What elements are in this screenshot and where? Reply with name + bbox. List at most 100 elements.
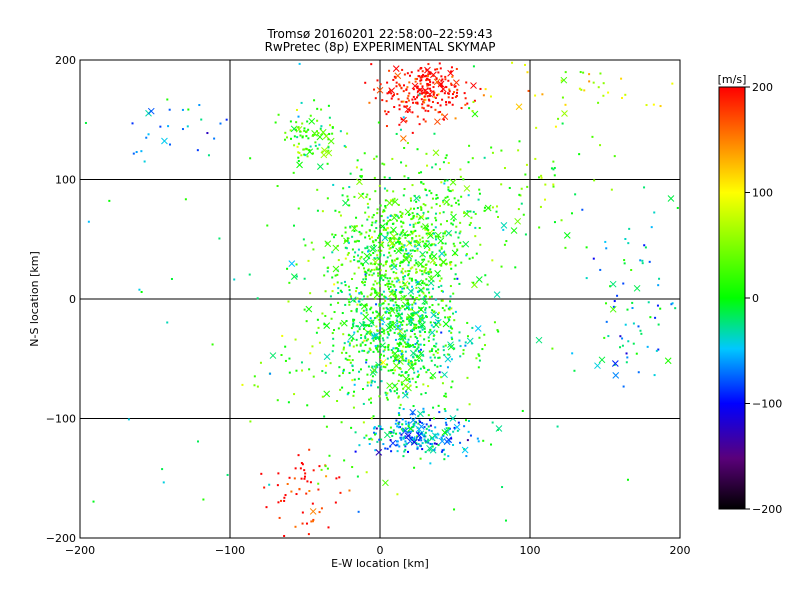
data-point-1586: [323, 353, 331, 361]
data-point-1265: [420, 326, 423, 329]
data-point-253: [422, 107, 425, 110]
data-point-977: [347, 241, 350, 244]
data-point-1689: [384, 447, 387, 450]
data-point-915: [415, 262, 418, 265]
data-point-659: [458, 282, 461, 285]
data-point-2313: [378, 338, 381, 341]
data-point-2226: [403, 146, 406, 149]
data-point-1684: [427, 441, 430, 444]
data-point-360: [340, 282, 343, 285]
data-point-1446: [394, 359, 397, 362]
data-point-204: [447, 96, 450, 99]
data-point-2343: [394, 369, 397, 372]
data-point-359: [386, 282, 389, 285]
data-point-975: [451, 338, 454, 341]
data-point-720: [405, 249, 408, 252]
data-point-1584: [374, 336, 377, 339]
data-point-645: [372, 213, 375, 216]
data-point-2045: [658, 277, 661, 280]
data-point-2191: [503, 243, 506, 246]
data-point-1960: [297, 151, 300, 154]
data-point-1531: [423, 338, 426, 341]
data-point-1130: [339, 322, 342, 325]
data-point-1771: [476, 437, 479, 440]
data-point-760: [400, 231, 403, 234]
plot-border: [79, 59, 681, 539]
data-point-2431: [197, 440, 200, 443]
data-point-2035: [646, 345, 649, 348]
data-point-2495: [383, 163, 386, 166]
data-point-405: [415, 268, 418, 271]
data-point-726: [377, 272, 380, 275]
data-point-937: [398, 281, 401, 284]
data-point-1382: [464, 344, 467, 347]
data-point-768: [471, 256, 474, 259]
data-point-16: [398, 108, 401, 111]
data-point-1418: [355, 310, 358, 313]
data-point-1027: [381, 337, 384, 340]
data-point-1572: [411, 355, 414, 358]
data-point-319: [405, 164, 408, 167]
data-point-39: [423, 98, 426, 101]
data-point-1385: [396, 322, 399, 325]
data-point-59: [373, 88, 376, 91]
data-point-1361: [400, 294, 408, 302]
data-point-572: [374, 190, 377, 193]
data-point-1993: [339, 491, 342, 494]
y-tick-label-0: −200: [46, 532, 76, 545]
data-point-2368: [374, 433, 377, 436]
data-point-29: [401, 68, 404, 71]
data-point-630: [411, 212, 414, 215]
data-point-2273: [447, 188, 450, 191]
data-point-2425: [162, 481, 165, 484]
data-point-2006: [308, 489, 311, 492]
data-point-2071: [627, 242, 630, 245]
data-point-2028: [294, 467, 297, 470]
data-point-276: [334, 274, 337, 277]
data-point-1368: [440, 284, 443, 287]
data-point-1604: [403, 330, 406, 333]
data-point-704: [391, 261, 394, 264]
data-point-1435: [352, 394, 355, 397]
data-point-1428: [337, 287, 340, 290]
data-point-551: [388, 247, 391, 250]
data-point-2102: [186, 125, 189, 128]
data-point-587: [453, 319, 456, 322]
data-point-36: [443, 92, 446, 95]
data-point-1448: [398, 309, 401, 312]
data-point-72: [440, 75, 443, 78]
data-point-2070: [623, 259, 626, 262]
data-point-1367: [366, 384, 369, 387]
data-point-1235: [398, 291, 401, 294]
data-point-807: [386, 189, 389, 192]
data-point-2152: [578, 87, 581, 90]
data-point-1414: [355, 338, 358, 341]
data-point-1731: [375, 427, 378, 430]
data-point-1183: [403, 308, 406, 311]
data-point-223: [412, 88, 415, 91]
data-point-2192: [418, 93, 421, 96]
data-point-1922: [307, 128, 310, 131]
data-point-1874: [465, 455, 468, 458]
data-point-1020: [389, 299, 392, 302]
data-point-1306: [411, 306, 414, 309]
data-point-1533: [359, 343, 362, 346]
data-point-1904: [317, 132, 320, 135]
data-point-374: [302, 238, 305, 241]
data-point-2220: [471, 110, 474, 113]
data-point-1576: [448, 306, 451, 309]
data-point-1639: [361, 349, 364, 352]
data-point-611: [374, 221, 377, 224]
data-point-2189: [538, 176, 541, 179]
data-point-1918: [308, 117, 316, 125]
data-point-2258: [539, 205, 542, 208]
data-point-590: [390, 226, 397, 234]
data-point-2500: [280, 354, 283, 357]
data-point-1420: [385, 393, 388, 396]
data-point-2185: [522, 213, 525, 216]
data-point-1592: [414, 343, 417, 346]
data-point-1844: [404, 435, 407, 438]
data-point-818: [383, 187, 386, 190]
data-point-2515: [493, 321, 496, 324]
data-point-1477: [382, 329, 385, 332]
